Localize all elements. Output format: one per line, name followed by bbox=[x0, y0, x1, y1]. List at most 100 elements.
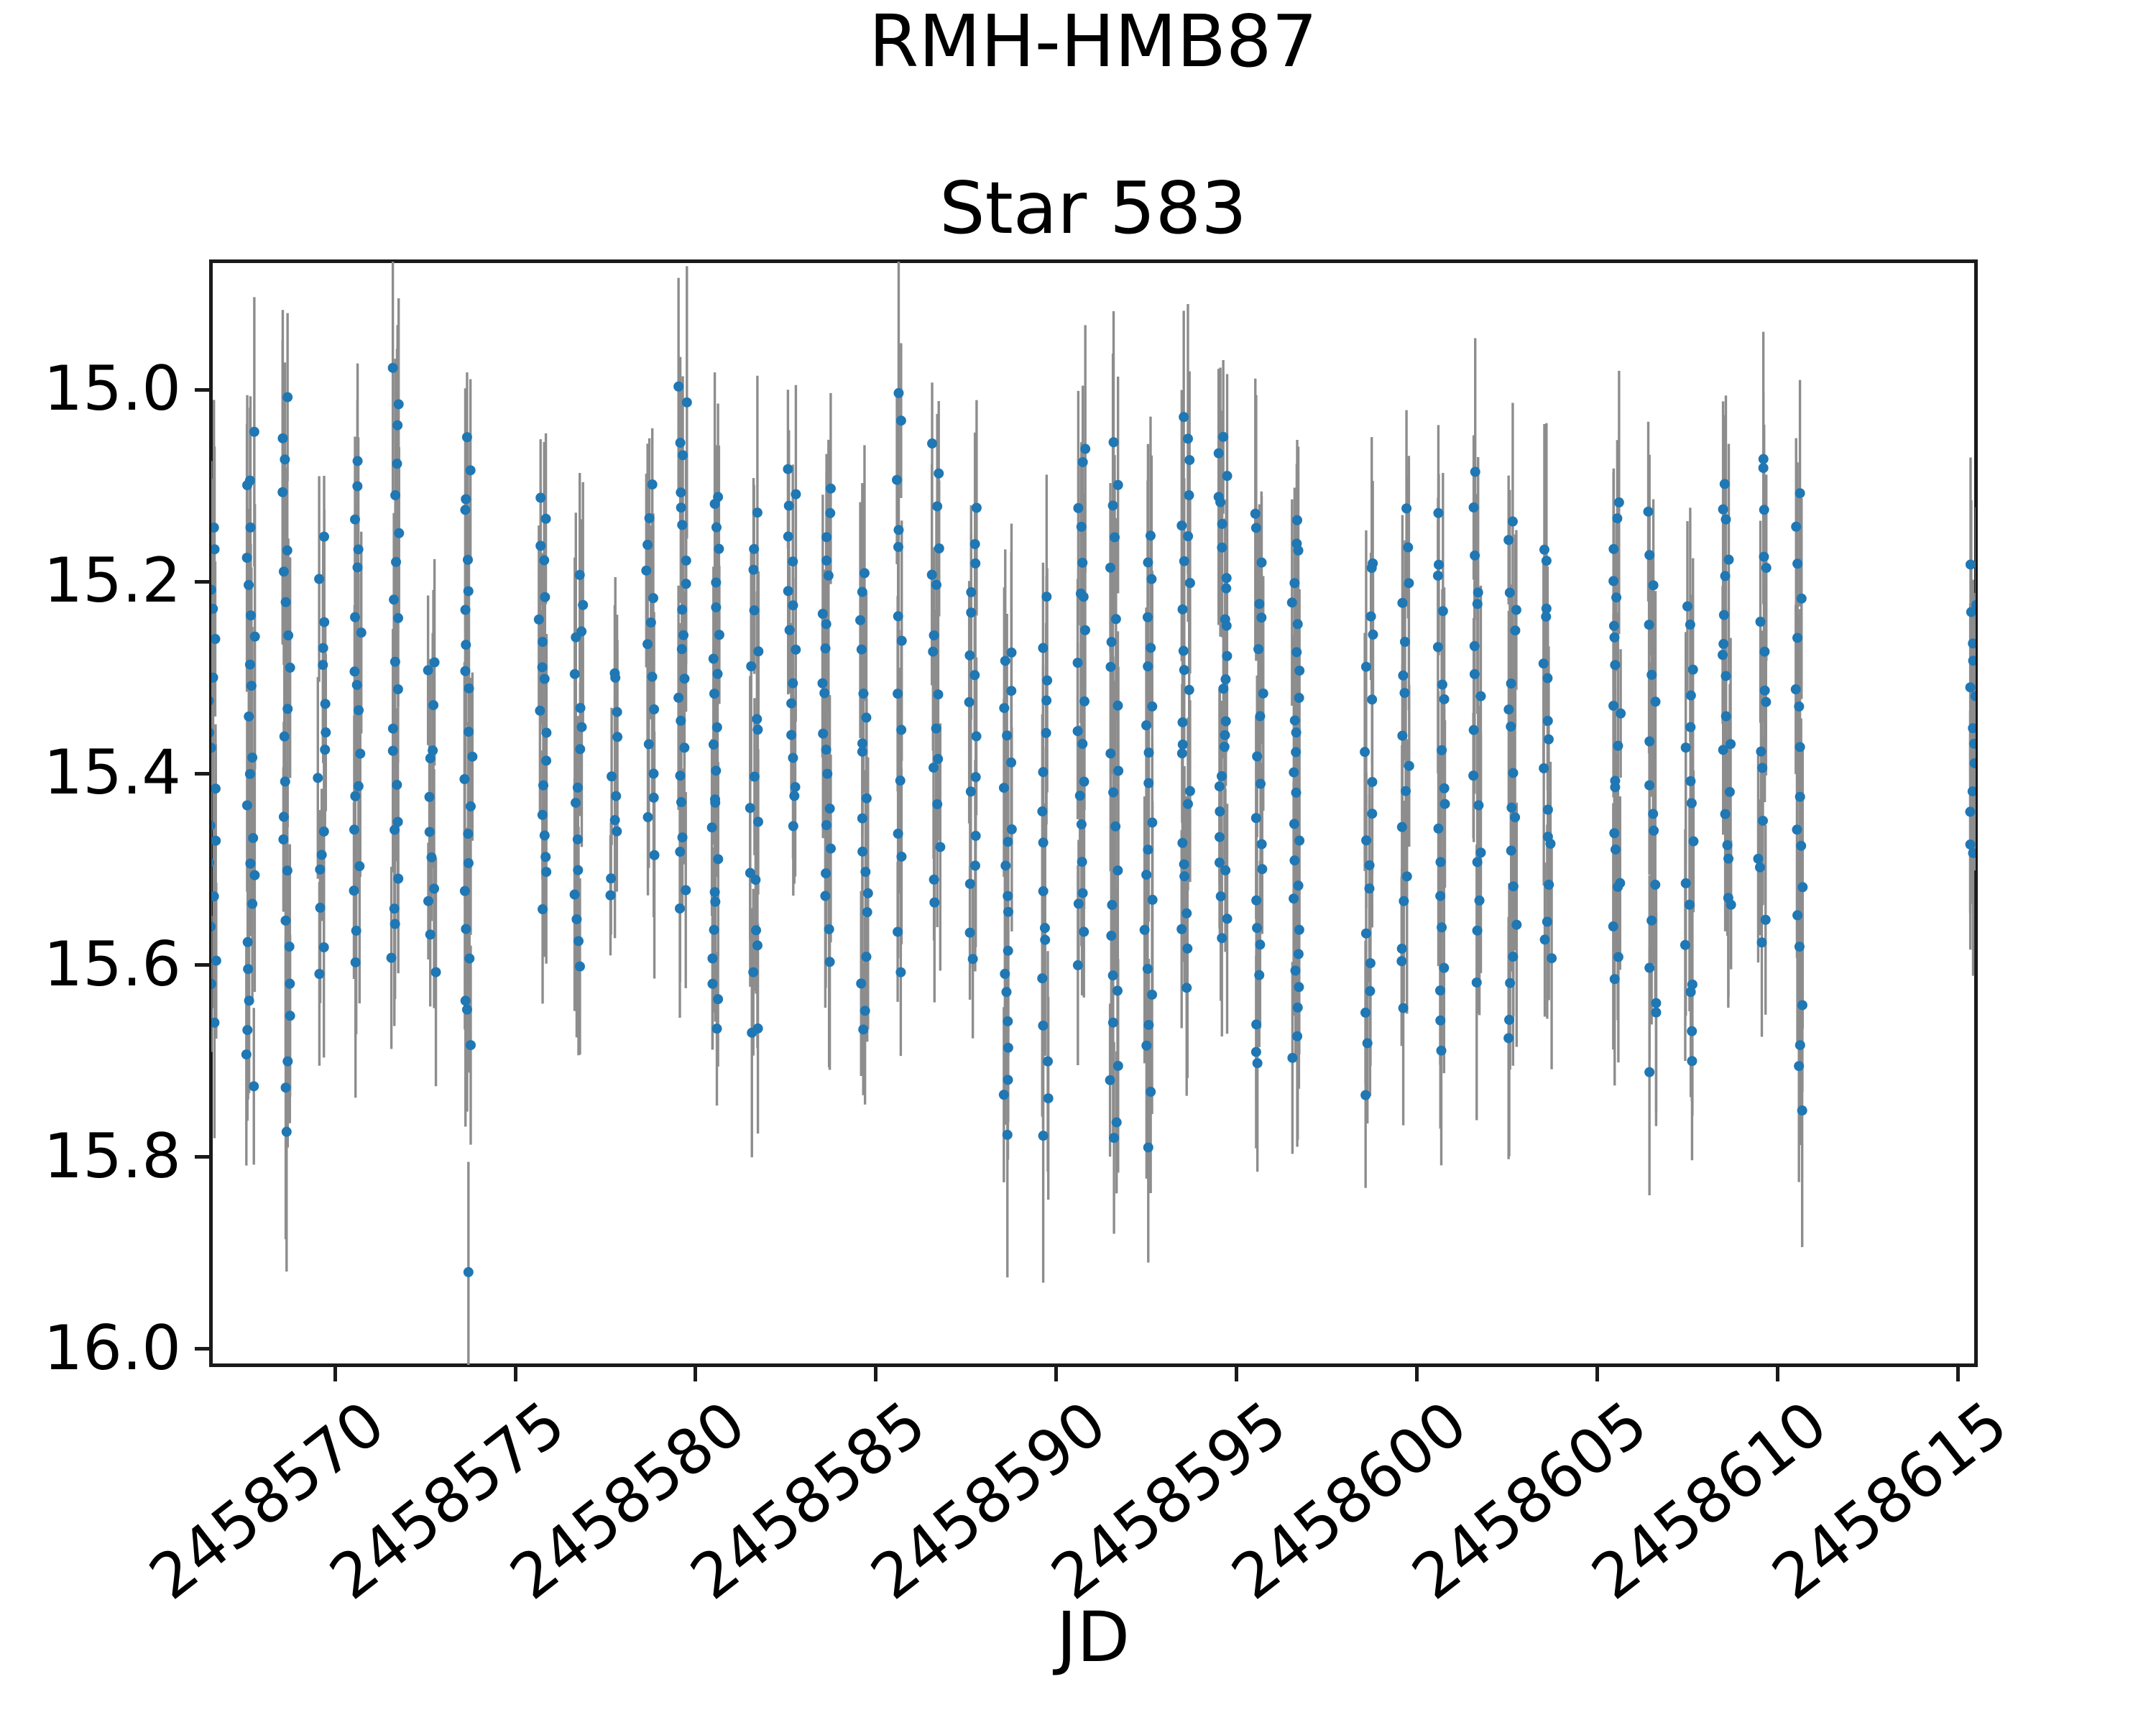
data-point bbox=[285, 662, 295, 673]
data-point bbox=[541, 755, 552, 766]
data-point bbox=[318, 826, 329, 837]
data-point bbox=[314, 969, 325, 980]
data-point bbox=[249, 426, 259, 437]
data-point bbox=[1257, 864, 1268, 875]
data-point bbox=[1437, 745, 1447, 755]
data-point bbox=[1074, 791, 1085, 801]
data-point bbox=[1178, 645, 1189, 656]
data-point bbox=[244, 579, 254, 590]
data-point bbox=[1040, 934, 1051, 945]
data-point bbox=[1250, 508, 1261, 519]
data-point bbox=[1685, 987, 1696, 998]
data-point bbox=[1760, 914, 1771, 925]
data-point bbox=[211, 857, 214, 868]
data-point bbox=[1143, 778, 1154, 788]
data-point bbox=[681, 579, 691, 589]
data-point bbox=[1141, 870, 1152, 880]
data-point bbox=[1761, 696, 1772, 707]
data-point bbox=[1723, 554, 1734, 565]
data-point bbox=[1792, 910, 1803, 921]
data-point bbox=[1252, 923, 1263, 934]
data-point bbox=[575, 702, 586, 713]
data-point bbox=[1079, 696, 1089, 707]
data-point bbox=[315, 864, 326, 875]
data-point bbox=[711, 522, 722, 533]
data-point bbox=[964, 696, 975, 707]
data-point bbox=[1250, 523, 1261, 533]
data-point bbox=[1643, 506, 1654, 517]
data-point bbox=[1256, 839, 1267, 850]
data-point bbox=[241, 800, 252, 811]
data-point bbox=[709, 924, 719, 935]
data-point bbox=[1396, 956, 1407, 967]
data-point bbox=[428, 700, 439, 711]
data-point bbox=[1685, 722, 1696, 732]
data-point bbox=[1504, 1014, 1515, 1025]
data-point bbox=[211, 728, 215, 737]
data-point bbox=[1436, 1045, 1447, 1056]
plot-frame bbox=[209, 259, 1978, 1367]
data-point bbox=[1006, 686, 1017, 696]
data-point bbox=[244, 659, 255, 670]
data-point bbox=[394, 528, 405, 538]
data-point bbox=[1718, 504, 1728, 515]
data-point bbox=[353, 781, 364, 791]
data-point bbox=[709, 887, 720, 898]
data-point bbox=[1503, 535, 1514, 546]
data-point bbox=[824, 803, 835, 814]
data-point bbox=[893, 611, 903, 622]
data-point bbox=[1397, 730, 1408, 741]
data-point bbox=[573, 936, 584, 947]
data-point bbox=[1398, 670, 1409, 681]
data-point bbox=[786, 730, 797, 740]
data-point bbox=[1468, 770, 1479, 781]
data-point bbox=[1469, 668, 1480, 679]
data-point bbox=[1077, 857, 1087, 868]
data-point bbox=[460, 666, 471, 676]
data-point bbox=[1143, 845, 1153, 855]
data-point bbox=[1000, 968, 1010, 979]
data-point bbox=[1184, 578, 1195, 589]
data-point bbox=[1970, 691, 1976, 702]
data-point bbox=[783, 586, 793, 597]
data-point bbox=[571, 914, 582, 924]
data-point bbox=[1291, 727, 1302, 738]
data-point bbox=[1038, 837, 1049, 848]
data-point bbox=[1177, 739, 1188, 750]
data-point bbox=[576, 722, 587, 732]
data-point bbox=[1146, 574, 1157, 584]
data-point bbox=[709, 499, 720, 510]
data-point bbox=[710, 896, 721, 907]
data-point bbox=[280, 915, 291, 926]
data-point bbox=[393, 612, 404, 623]
data-point bbox=[749, 543, 760, 554]
data-point bbox=[1724, 786, 1735, 797]
error-bars-layer bbox=[211, 262, 1976, 1365]
data-point bbox=[313, 773, 323, 783]
data-point bbox=[926, 569, 937, 580]
data-point bbox=[1608, 620, 1619, 631]
data-point bbox=[1253, 644, 1264, 655]
data-point bbox=[1608, 576, 1619, 586]
data-point bbox=[392, 779, 402, 790]
data-point bbox=[1613, 740, 1623, 751]
data-point bbox=[1255, 711, 1266, 722]
data-point bbox=[1613, 497, 1624, 508]
data-point bbox=[678, 630, 688, 640]
data-point bbox=[1289, 578, 1300, 589]
data-point bbox=[1216, 770, 1227, 781]
data-point bbox=[609, 815, 620, 826]
data-point bbox=[752, 724, 763, 735]
x-tick-mark bbox=[1595, 1367, 1600, 1381]
data-point bbox=[1610, 844, 1621, 855]
data-point bbox=[467, 751, 478, 762]
data-point bbox=[392, 420, 403, 431]
data-point bbox=[320, 699, 331, 709]
data-point bbox=[1365, 958, 1376, 969]
data-point bbox=[1439, 799, 1450, 809]
data-point bbox=[1761, 563, 1772, 574]
data-point bbox=[352, 481, 363, 492]
data-point bbox=[1181, 908, 1192, 919]
data-point bbox=[1000, 656, 1010, 666]
